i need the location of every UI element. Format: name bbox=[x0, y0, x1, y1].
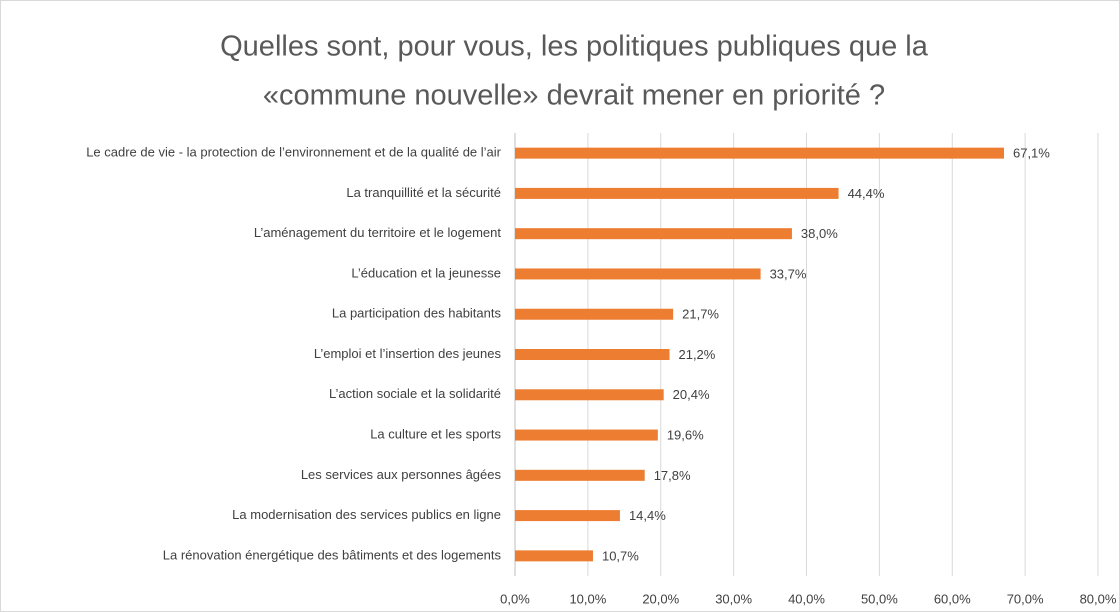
x-tick-label: 20,0% bbox=[642, 591, 679, 606]
data-label: 10,7% bbox=[602, 548, 639, 563]
y-tick-label: La rénovation énergétique des bâtiments … bbox=[163, 547, 502, 562]
data-label: 14,4% bbox=[629, 508, 666, 523]
bar bbox=[515, 268, 761, 280]
bar bbox=[515, 510, 620, 522]
data-label: 33,7% bbox=[770, 266, 807, 281]
x-tick-label: 10,0% bbox=[569, 591, 606, 606]
data-label: 19,6% bbox=[667, 427, 704, 442]
data-label: 21,2% bbox=[678, 347, 715, 362]
data-label: 38,0% bbox=[801, 226, 838, 241]
x-tick-label: 50,0% bbox=[861, 591, 898, 606]
y-tick-label: La culture et les sports bbox=[370, 426, 501, 441]
x-tick-label: 40,0% bbox=[788, 591, 825, 606]
bar bbox=[515, 228, 792, 240]
x-tick-label: 30,0% bbox=[715, 591, 752, 606]
x-tick-label: 80,0% bbox=[1080, 591, 1117, 606]
bar bbox=[515, 147, 1004, 159]
data-label: 20,4% bbox=[673, 387, 710, 402]
bar bbox=[515, 550, 593, 562]
x-tick-label: 60,0% bbox=[934, 591, 971, 606]
y-tick-label: La participation des habitants bbox=[332, 306, 502, 321]
data-label: 44,4% bbox=[848, 186, 885, 201]
chart-title: «commune nouvelle» devrait mener en prio… bbox=[263, 80, 885, 112]
data-label: 21,7% bbox=[682, 307, 719, 322]
x-tick-label: 0,0% bbox=[500, 591, 530, 606]
x-tick-label: 70,0% bbox=[1007, 591, 1044, 606]
bar bbox=[515, 349, 670, 360]
y-tick-label: Le cadre de vie - la protection de l’env… bbox=[86, 145, 501, 160]
y-tick-label: Les services aux personnes âgées bbox=[301, 467, 502, 482]
bar bbox=[515, 308, 674, 320]
bar bbox=[515, 389, 664, 401]
y-tick-label: L’emploi et l’insertion des jeunes bbox=[314, 346, 502, 361]
y-tick-label: L’éducation et la jeunesse bbox=[351, 265, 501, 280]
chart-title: Quelles sont, pour vous, les politiques … bbox=[220, 31, 929, 63]
bar bbox=[515, 429, 658, 441]
y-tick-label: L’aménagement du territoire et le logeme… bbox=[254, 225, 502, 240]
y-tick-label: La modernisation des services publics en… bbox=[232, 507, 501, 522]
bar bbox=[515, 187, 839, 199]
y-tick-label: L’action sociale et la solidarité bbox=[329, 386, 501, 401]
data-label: 17,8% bbox=[654, 468, 691, 483]
bar bbox=[515, 469, 645, 481]
data-label: 67,1% bbox=[1013, 146, 1050, 161]
y-tick-label: La tranquillité et la sécurité bbox=[346, 185, 501, 200]
